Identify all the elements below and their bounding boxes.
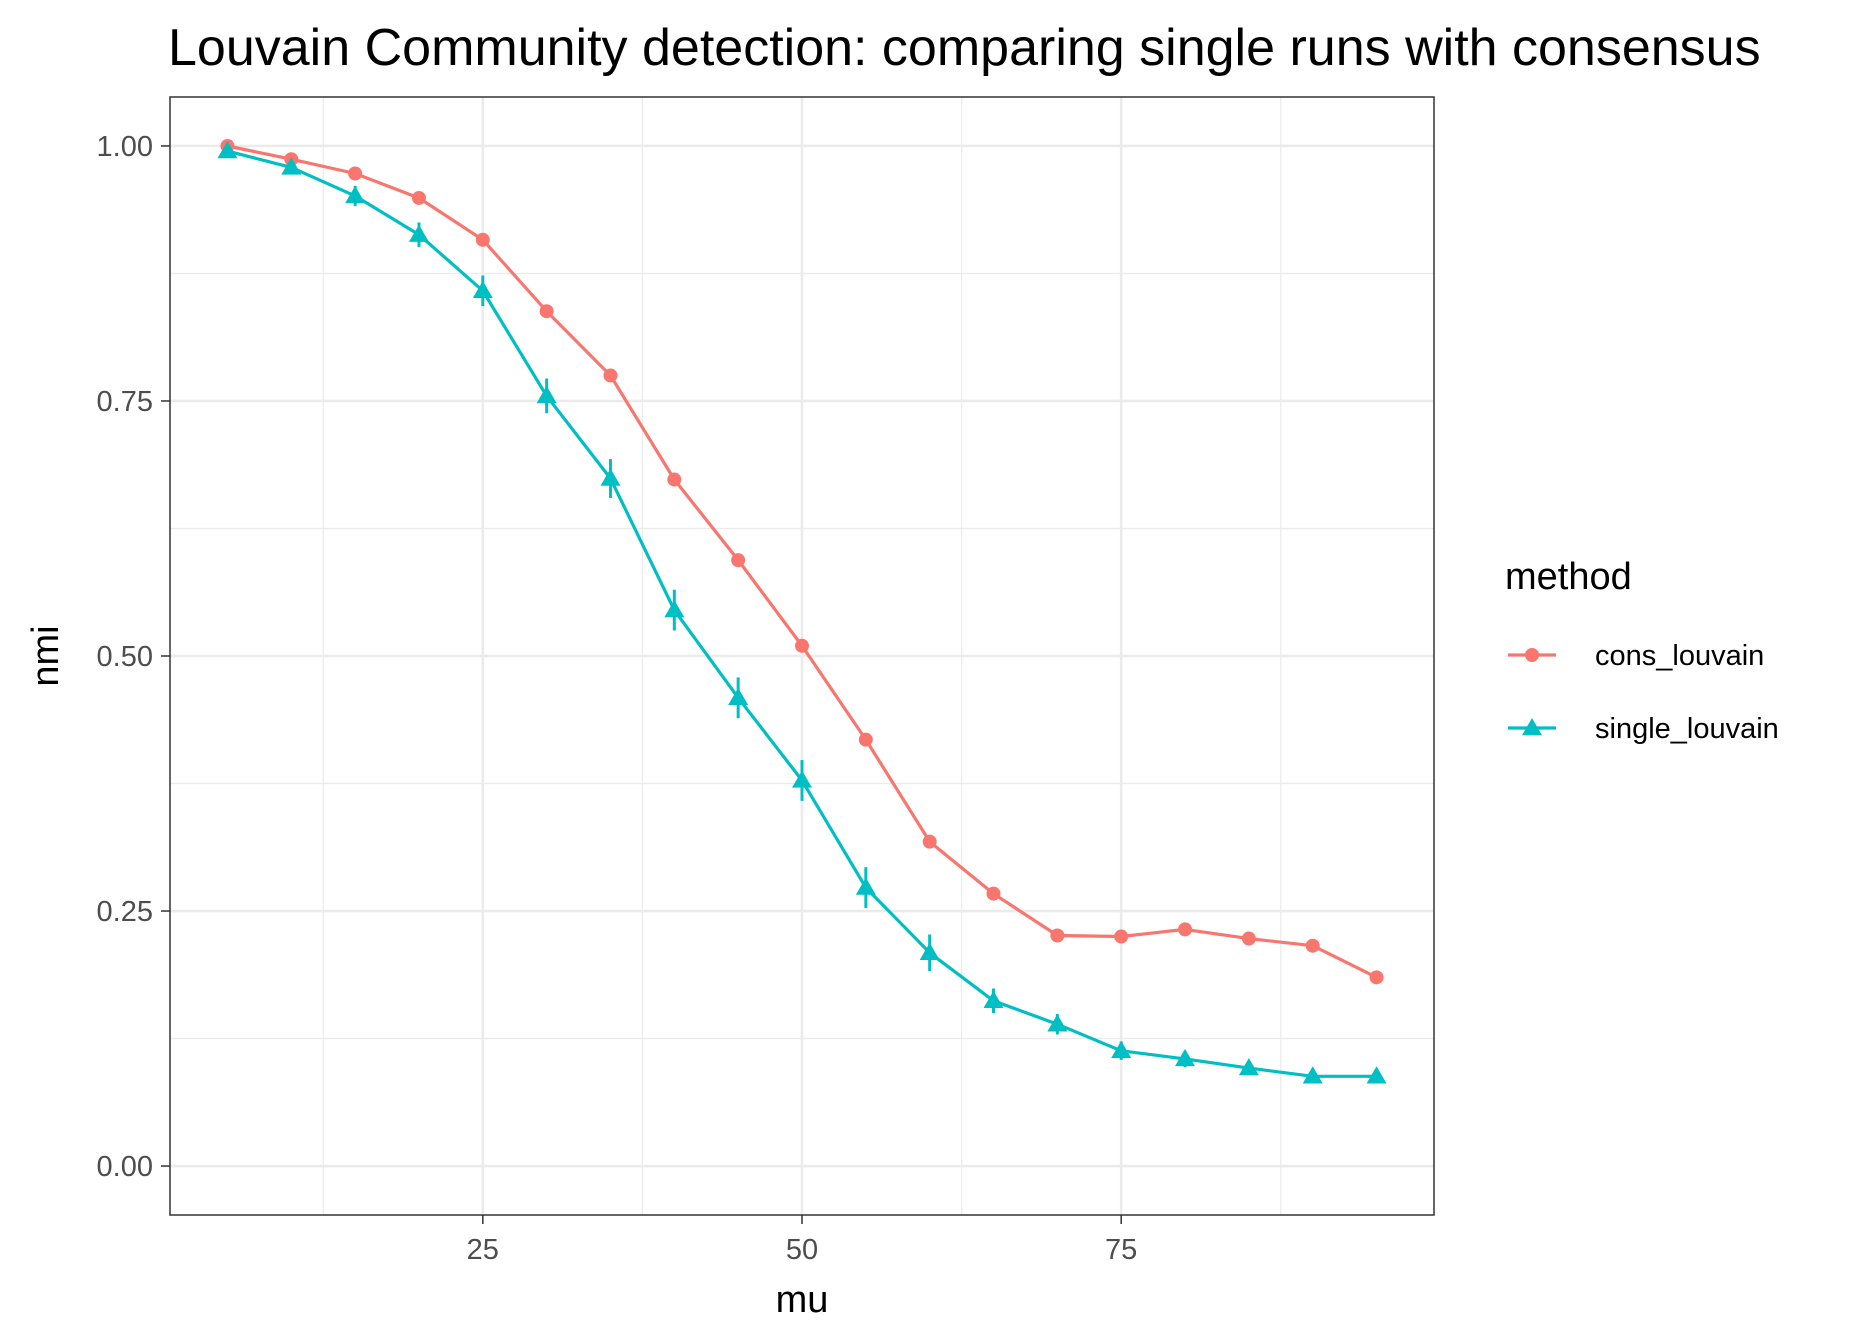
legend-key-marker bbox=[1522, 718, 1542, 736]
data-point bbox=[664, 600, 685, 618]
data-point bbox=[475, 232, 490, 247]
data-point bbox=[408, 224, 429, 242]
legend-items: cons_louvain single_louvain bbox=[1508, 640, 1779, 745]
legend-label: single_louvain bbox=[1595, 713, 1779, 745]
legend-item-single_louvain: single_louvain bbox=[1508, 713, 1779, 745]
data-point bbox=[600, 468, 621, 486]
legend-label: cons_louvain bbox=[1595, 640, 1764, 672]
data-point bbox=[1369, 970, 1384, 985]
data-point bbox=[1302, 1066, 1323, 1084]
x-tick-label: 75 bbox=[1105, 1234, 1137, 1266]
x-axis-title: mu bbox=[776, 1279, 829, 1321]
data-point bbox=[539, 304, 554, 319]
data-point bbox=[1175, 1048, 1196, 1067]
y-tick-label: 1.00 bbox=[97, 131, 153, 163]
data-point bbox=[1050, 928, 1065, 943]
y-tick-label: 0.25 bbox=[97, 896, 153, 928]
y-axis-title: nmi bbox=[25, 625, 67, 686]
data-point bbox=[217, 141, 238, 159]
data-point bbox=[728, 687, 749, 706]
data-point bbox=[855, 877, 876, 895]
x-tick-label: 25 bbox=[467, 1234, 499, 1266]
axes: 25 50 75 0.00 0.25 0.50 0.75 1.00 bbox=[97, 131, 1138, 1266]
y-tick-label: 0.50 bbox=[97, 641, 153, 673]
x-tick-label: 50 bbox=[786, 1234, 818, 1266]
data-point bbox=[986, 886, 1001, 901]
y-tick-label: 0.00 bbox=[97, 1151, 153, 1183]
data-point bbox=[281, 157, 302, 175]
data-point bbox=[348, 166, 363, 181]
data-point bbox=[1111, 1040, 1132, 1058]
data-point bbox=[536, 385, 557, 404]
legend-item-cons_louvain: cons_louvain bbox=[1508, 640, 1764, 672]
plot-series bbox=[217, 138, 1387, 1084]
data-point bbox=[603, 368, 618, 383]
chart-title: Louvain Community detection: comparing s… bbox=[168, 19, 1761, 77]
data-point bbox=[1366, 1066, 1387, 1084]
data-point bbox=[1047, 1014, 1068, 1032]
grid bbox=[170, 97, 1434, 1215]
data-point bbox=[922, 834, 937, 849]
data-point bbox=[983, 990, 1004, 1008]
data-point bbox=[792, 770, 812, 788]
series-single_louvain bbox=[217, 141, 1387, 1084]
data-point bbox=[1114, 929, 1129, 944]
data-point bbox=[1178, 922, 1193, 937]
data-point bbox=[919, 942, 940, 961]
data-point bbox=[345, 185, 366, 204]
data-point bbox=[1305, 938, 1320, 953]
legend-key-marker bbox=[1525, 648, 1539, 662]
data-point bbox=[731, 553, 746, 568]
legend: method cons_louvain single_louvain bbox=[1505, 556, 1779, 745]
y-tick-label: 0.75 bbox=[97, 386, 153, 418]
data-point bbox=[1241, 931, 1256, 946]
data-point bbox=[858, 732, 873, 747]
series-cons_louvain bbox=[220, 138, 1384, 985]
data-point bbox=[411, 190, 426, 205]
data-point bbox=[1238, 1058, 1259, 1076]
data-point bbox=[795, 638, 809, 653]
data-point bbox=[667, 472, 682, 487]
legend-title: method bbox=[1505, 556, 1632, 598]
data-point bbox=[472, 280, 493, 299]
